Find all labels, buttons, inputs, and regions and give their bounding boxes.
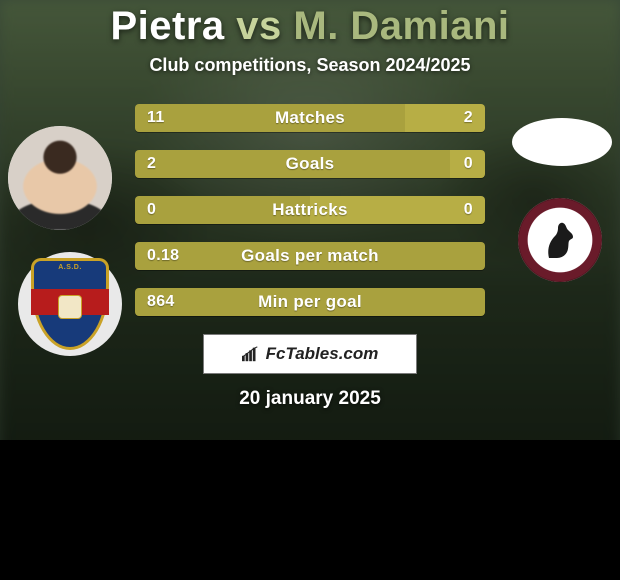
stat-bar: 0.18Goals per match <box>135 242 485 270</box>
stat-bar: 2Goals0 <box>135 150 485 178</box>
player-1-avatar <box>8 126 112 230</box>
player-1-face <box>8 126 112 230</box>
branding-box: FcTables.com <box>203 334 417 374</box>
branding-text: FcTables.com <box>266 344 379 364</box>
stat-label: Hattricks <box>135 196 485 224</box>
player-2-avatar <box>512 118 612 166</box>
stat-value-right: 0 <box>464 196 473 224</box>
stat-bar: 11Matches2 <box>135 104 485 132</box>
club-badge-shield: A.S.D. <box>31 258 109 350</box>
stat-value-right: 0 <box>464 150 473 178</box>
stat-bar: 864Min per goal <box>135 288 485 316</box>
title-player-1: Pietra <box>110 4 224 48</box>
bars-icon <box>242 346 260 362</box>
player-1-club-badge: A.S.D. <box>18 252 122 356</box>
title-vs: vs <box>236 4 282 48</box>
player-2-club-badge <box>518 198 602 282</box>
stat-label: Min per goal <box>135 288 485 316</box>
card: Pietra vs M. Damiani Club competitions, … <box>0 0 620 580</box>
stat-label: Goals per match <box>135 242 485 270</box>
stat-value-right: 2 <box>464 104 473 132</box>
stat-label: Goals <box>135 150 485 178</box>
page-title: Pietra vs M. Damiani <box>110 4 509 49</box>
subtitle: Club competitions, Season 2024/2025 <box>149 55 470 76</box>
horse-icon <box>543 220 577 260</box>
title-player-2: M. Damiani <box>293 4 509 48</box>
stage: A.S.D. 11Matches22Goals00Hattricks00.18G… <box>0 104 620 316</box>
club-badge-circle <box>518 198 602 282</box>
stat-bar: 0Hattricks0 <box>135 196 485 224</box>
stat-label: Matches <box>135 104 485 132</box>
stat-bars: 11Matches22Goals00Hattricks00.18Goals pe… <box>135 104 485 316</box>
date-text: 20 january 2025 <box>239 388 381 410</box>
